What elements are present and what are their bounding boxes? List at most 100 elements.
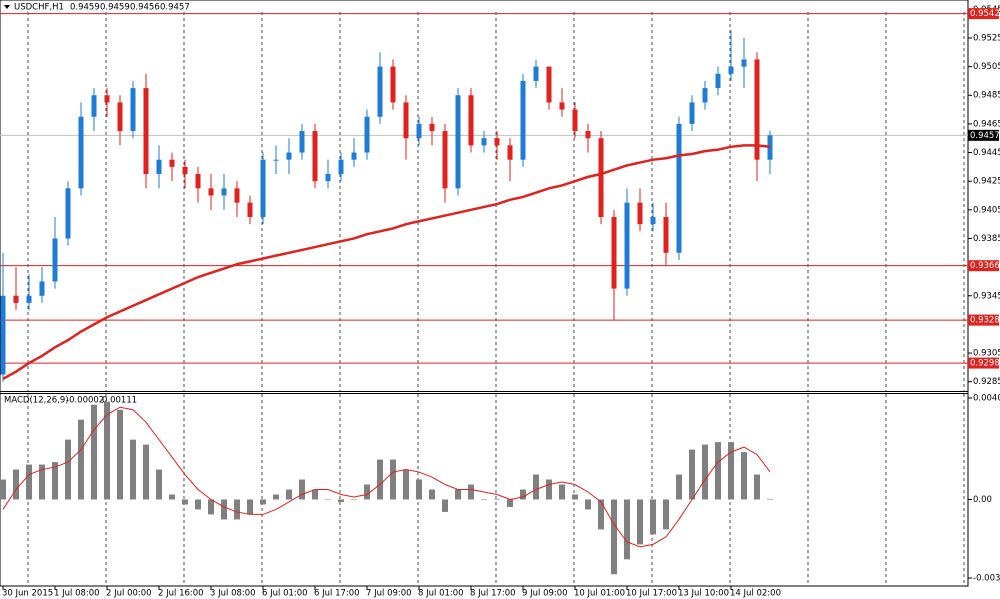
macd-bar — [338, 499, 344, 502]
candle-body — [195, 174, 201, 189]
macd-bar — [728, 442, 734, 500]
candle-body — [559, 102, 565, 110]
macd-bar — [715, 442, 721, 500]
y-tick-label: 0.9505 — [973, 62, 1000, 72]
macd-bar — [702, 444, 708, 500]
x-tick-label: 14 Jul 02:00 — [730, 589, 781, 599]
macd-bar — [754, 474, 760, 500]
macd-bar — [468, 484, 474, 500]
y-tick-label: 0.9285 — [973, 377, 1000, 387]
y-tick-label: -0.00315 — [973, 574, 1000, 584]
level-label: 0.9298 — [970, 359, 1000, 369]
macd-bar — [273, 494, 279, 500]
candle-body — [325, 174, 331, 182]
candle-body — [481, 138, 487, 146]
macd-bar — [520, 489, 526, 500]
candle-body — [351, 152, 357, 160]
candle-body — [260, 159, 266, 217]
candle-body — [78, 116, 84, 189]
macd-bar — [442, 499, 448, 512]
candle-body — [156, 159, 162, 175]
candle-body — [377, 66, 383, 117]
macd-bar — [533, 474, 539, 500]
macd-bar — [624, 499, 630, 560]
last-price-label: 0.9457 — [970, 131, 1000, 141]
last-price-box — [968, 129, 999, 141]
level-label: 0.9366 — [970, 261, 1000, 271]
candle-body — [624, 202, 630, 289]
candle-body — [429, 123, 435, 132]
x-tick-label: 10 Jul 01:00 — [574, 589, 625, 599]
macd-bar — [247, 499, 253, 515]
symbol-title: USDCHF,H1 — [14, 3, 64, 13]
macd-bar — [52, 462, 58, 500]
candle-body — [52, 238, 58, 282]
candle-body — [208, 188, 214, 196]
candle-body — [273, 159, 279, 161]
level-label-box — [968, 357, 999, 369]
x-tick-label: 1 Jul 08:00 — [54, 589, 100, 599]
candle-body — [65, 188, 71, 239]
macd-bar — [507, 499, 513, 507]
x-tick-label: 13 Jul 10:00 — [678, 589, 729, 599]
candle-body — [468, 95, 474, 146]
y-tick-label: 0.00407 — [973, 393, 1000, 403]
candle-body — [728, 66, 734, 74]
x-tick-label: 30 Jun 2015 — [2, 589, 53, 599]
macd-bar — [130, 439, 136, 500]
macd-bar — [117, 409, 123, 500]
macd-readout: 0.00111 — [102, 396, 137, 406]
macd-bar — [663, 499, 669, 530]
x-tick-label: 8 Jul 01:00 — [418, 589, 464, 599]
candle-body — [520, 80, 526, 160]
x-tick-label: 2 Jul 16:00 — [158, 589, 204, 599]
x-tick-label: 10 Jul 17:00 — [626, 589, 677, 599]
candle-body — [130, 88, 136, 132]
macd-bar — [0, 479, 6, 500]
x-tick-label: 6 Jul 17:00 — [314, 589, 360, 599]
macd-bar — [481, 499, 487, 500]
macd-bar — [325, 499, 331, 500]
macd-bar — [312, 489, 318, 500]
y-tick-label: 0.9385 — [973, 234, 1000, 244]
candle-body — [104, 95, 110, 103]
macd-bar — [429, 489, 435, 500]
candle-body — [676, 123, 682, 253]
candle-body — [767, 135, 773, 160]
candle-body — [546, 66, 552, 103]
candle-body — [754, 59, 760, 160]
macd-bar — [65, 439, 71, 500]
x-tick-label: 7 Jul 09:00 — [366, 589, 412, 599]
candle-body — [455, 95, 461, 189]
candle-body — [364, 116, 370, 153]
menu-arrow[interactable] — [4, 5, 10, 9]
candle-body — [91, 95, 97, 117]
macd-bar — [208, 499, 214, 515]
macd-bar — [364, 484, 370, 500]
y-tick-label: 0.9425 — [973, 177, 1000, 187]
macd-bar — [741, 452, 747, 500]
candle-body — [598, 138, 604, 217]
signal-line — [2, 406, 771, 548]
candle-body — [585, 131, 591, 139]
x-tick-label: 2 Jul 00:00 — [106, 589, 152, 599]
macd-bar — [572, 494, 578, 500]
y-tick-label: 0.9345 — [973, 291, 1000, 301]
candle-body — [13, 295, 19, 303]
macd-bar — [143, 444, 149, 500]
x-tick-label: 8 Jul 17:00 — [470, 589, 516, 599]
candle-body — [416, 123, 422, 139]
candle-body — [650, 216, 656, 225]
macd-bar — [650, 499, 656, 535]
macd-bar — [585, 499, 591, 510]
macd-bar — [78, 419, 84, 500]
ohlc-readout: 0.9459 — [70, 3, 100, 13]
candle-body — [637, 202, 643, 225]
macd-bar — [377, 459, 383, 500]
candle-body — [533, 66, 539, 81]
candle-body — [715, 73, 721, 89]
candle-body — [338, 159, 344, 175]
macd-bar — [91, 404, 97, 500]
candle-body — [299, 131, 305, 153]
